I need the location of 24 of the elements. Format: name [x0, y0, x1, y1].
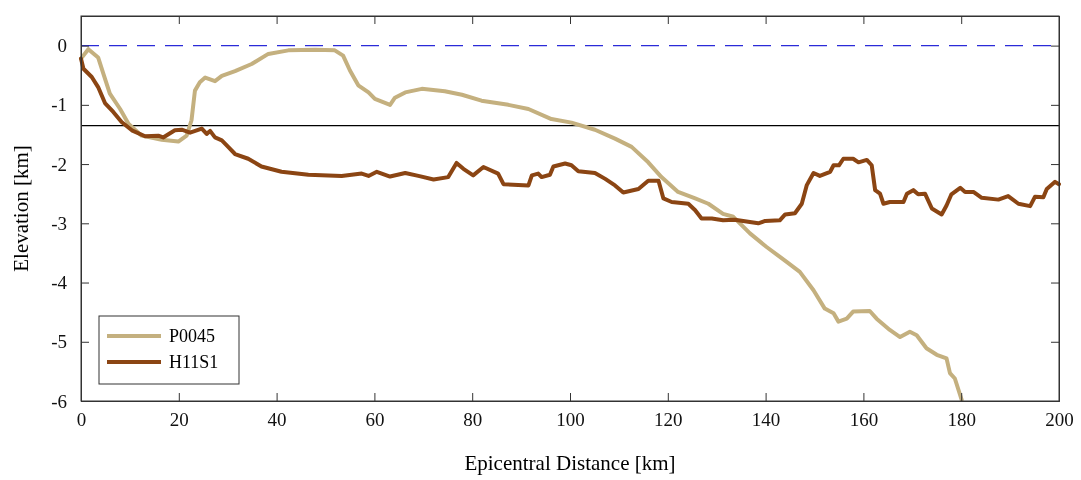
- line-series: [79, 47, 964, 402]
- x-tick-label: 160: [849, 409, 879, 431]
- y-tick-label: 0: [57, 35, 67, 57]
- x-tick-label: 20: [169, 409, 189, 431]
- y-axis-title: Elevation [km]: [9, 145, 33, 272]
- y-tick-label: -3: [51, 212, 67, 234]
- x-tick-label: 140: [751, 409, 781, 431]
- x-tick-label: 40: [267, 409, 287, 431]
- x-tick-label: 120: [654, 409, 683, 431]
- y-tick-label: -6: [51, 390, 67, 412]
- y-tick-label: -5: [51, 331, 67, 353]
- x-tick-label: 80: [463, 409, 483, 431]
- x-tick-label: 180: [947, 409, 976, 431]
- x-tick-label: 200: [1045, 409, 1074, 431]
- x-tick-label: 60: [365, 409, 385, 431]
- legend-label: H11S1: [169, 352, 219, 372]
- x-tick-label: 100: [556, 409, 585, 431]
- y-tick-label: -2: [51, 153, 67, 175]
- line-series: [79, 56, 1061, 226]
- x-axis-title: Epicentral Distance [km]: [464, 451, 676, 475]
- x-tick-label: 0: [76, 409, 87, 431]
- y-tick-label: -1: [51, 94, 67, 116]
- legend-label: P0045: [169, 326, 216, 346]
- y-tick-label: -4: [51, 272, 68, 294]
